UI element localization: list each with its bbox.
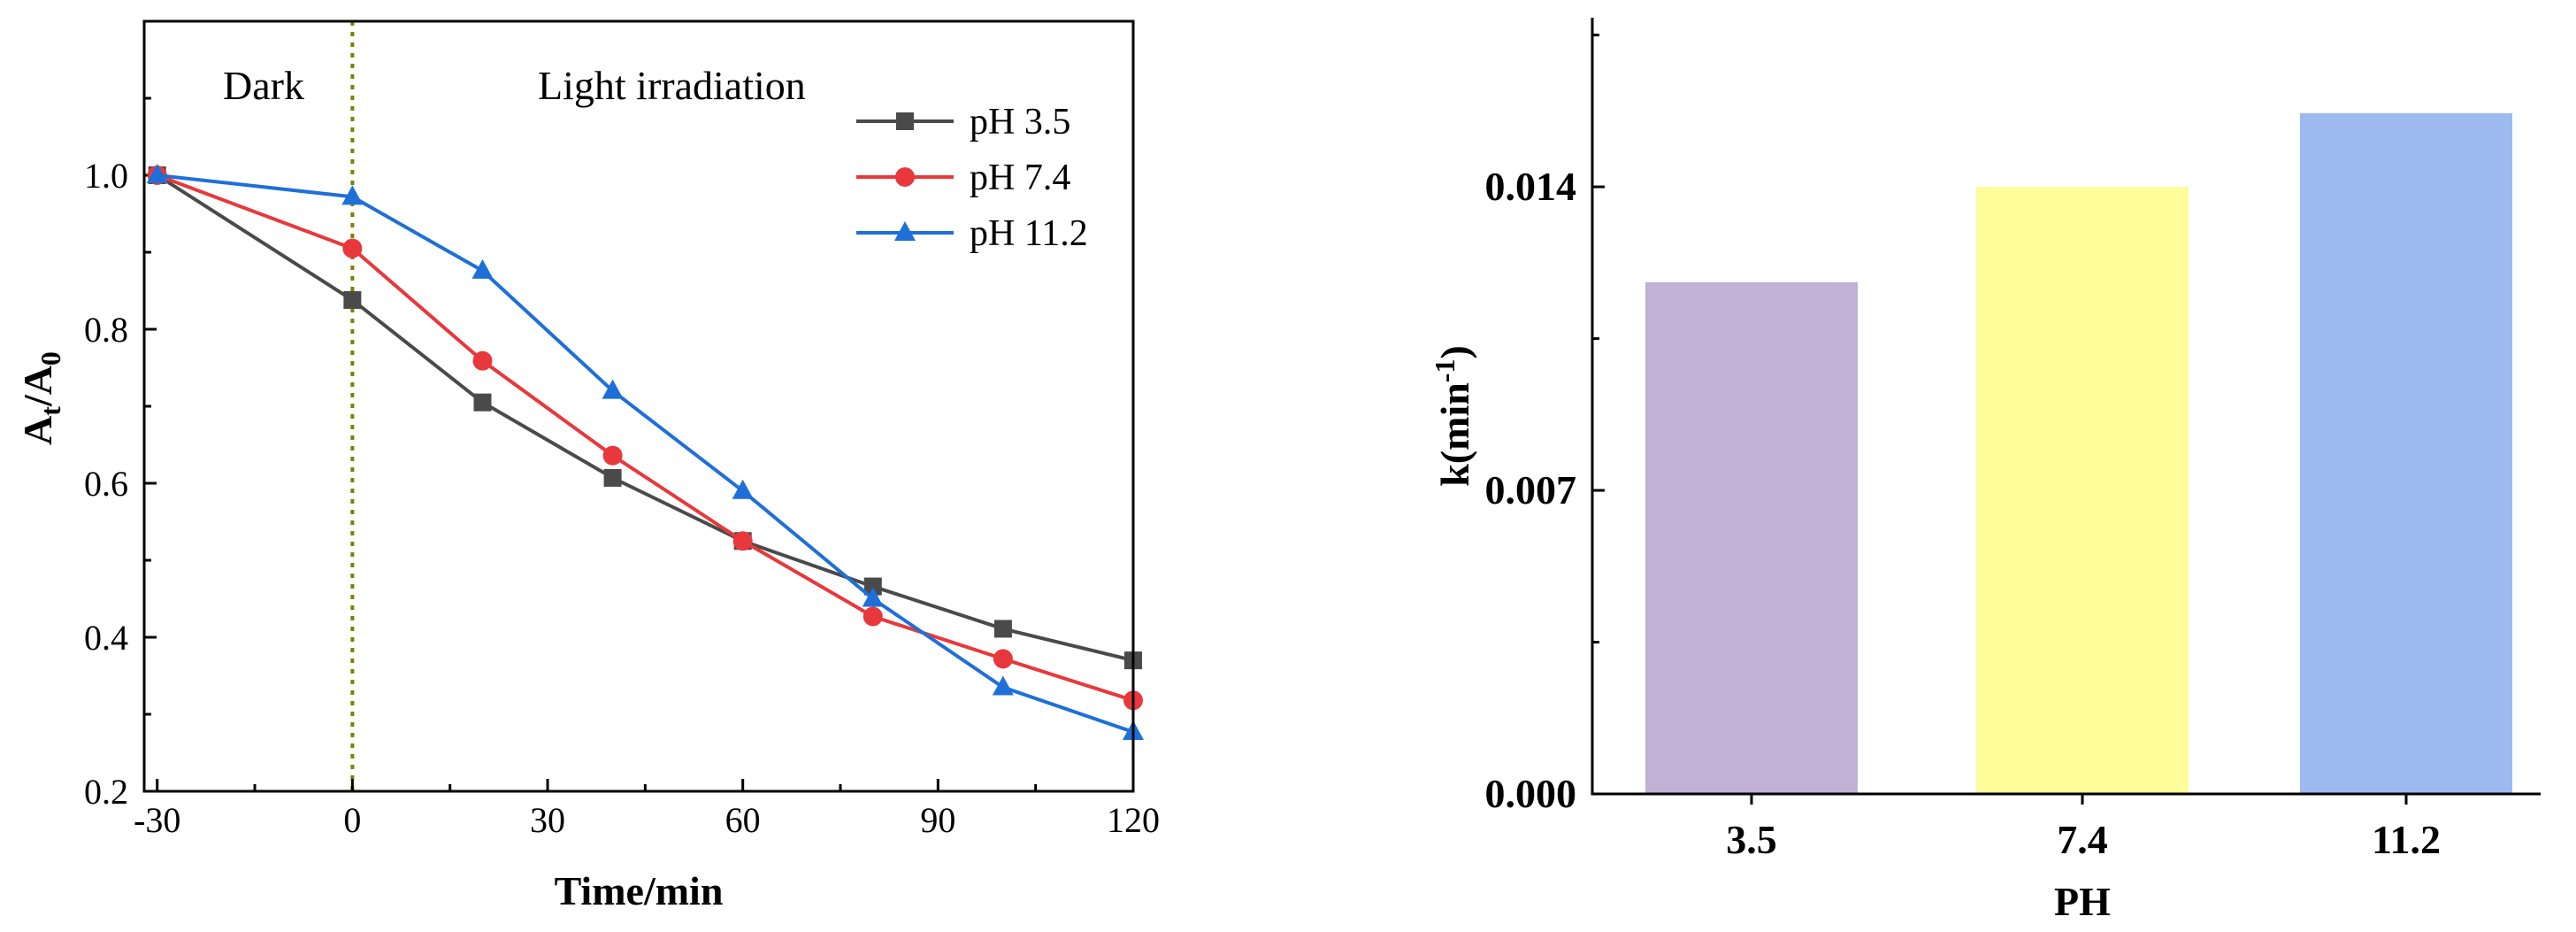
line-chart-series [146,164,1144,741]
legend-marker-1 [895,167,915,187]
line-chart-frame [142,19,1135,793]
series-line-2 [157,173,1134,734]
legend: pH 3.5 pH 7.4 pH 11.2 [856,102,1088,254]
line-chart-x-axis-title: Time/min [555,868,724,913]
ylabel-sub-0: 0 [34,351,66,366]
series-2-point [602,379,624,399]
bar-y-tick-label: 0.014 [1485,164,1577,209]
legend-label-2: pH 11.2 [970,213,1088,254]
line-chart-ticks: -30 0 30 60 90 120 0.2 0.4 0.6 0.8 1.0 [84,96,1160,840]
series-2-point [472,258,494,279]
ylabel-sep: /A [15,366,60,407]
bar-3.5 [1645,281,1858,794]
legend-label-1: pH 7.4 [970,158,1070,198]
y-tick-label: 0.6 [84,464,128,504]
series-2-point [732,479,754,499]
bar-x-tick-label: 11.2 [2372,817,2441,862]
series-0-point [343,290,362,309]
series-1-point [732,531,753,551]
annotation-light: Light irradiation [538,63,806,108]
bar-x-tick-label: 7.4 [2057,817,2108,862]
k-label-main: k(min [1432,382,1477,487]
series-0-point [863,577,882,596]
ylabel-sub-t: t [34,406,66,416]
x-tick-label: 90 [920,800,955,840]
x-tick-label: 0 [343,800,361,840]
bar-11.2 [2300,112,2512,794]
bar-7.4 [1976,187,2189,794]
bar-chart-axes [1591,18,2541,796]
x-tick-label: -30 [134,800,180,840]
bar-y-tick-label: 0.007 [1485,467,1577,512]
series-2-point [146,164,168,183]
x-tick-label: 120 [1107,800,1160,840]
bar-chart-x-axis-title: PH [2054,879,2111,924]
series-2-point [862,587,884,607]
annotation-dark: Dark [223,63,304,108]
series-0-point [603,468,622,487]
y-tick-label: 0.4 [84,618,128,658]
bar-x-tick-label: 3.5 [1726,817,1777,862]
series-2-point [341,185,364,205]
series-1-point [993,649,1013,669]
series-2-point [992,675,1014,696]
x-tick-label: 60 [725,800,761,840]
series-1-point [862,606,883,627]
legend-marker-2 [894,221,916,241]
line-chart-y-axis-title: At/A0 [15,351,66,445]
bar-y-tick-label: 0.000 [1485,771,1577,816]
series-1-point [342,238,363,258]
x-tick-label: 30 [530,800,565,840]
bar-chart-bars [1645,112,2512,794]
legend-label-0: pH 3.5 [970,102,1070,142]
series-0-point [993,620,1012,638]
y-tick-label: 1.0 [84,156,128,196]
bar-chart-ticks: 0.000 0.007 0.014 3.5 7.4 11.2 [1485,34,2441,862]
series-1-point [472,350,493,371]
line-chart: -30 0 30 60 90 120 0.2 0.4 0.6 0.8 1.0 Dark Light … [15,19,1160,913]
y-tick-label: 0.2 [84,772,128,812]
bar-chart: 0.000 0.007 0.014 3.5 7.4 11.2 PH k(min-1) [1429,18,2541,924]
series-0-point [473,393,492,412]
y-tick-label: 0.8 [84,310,128,350]
series-1-point [602,445,623,466]
bar-chart-y-axis-title: k(min-1) [1429,345,1477,487]
ylabel-main: A [15,416,60,445]
series-line-0 [156,173,1134,663]
series-line-1 [157,173,1134,703]
legend-marker-0 [896,112,914,130]
k-label-close: ) [1432,345,1477,358]
k-label-sup: -1 [1429,359,1460,383]
